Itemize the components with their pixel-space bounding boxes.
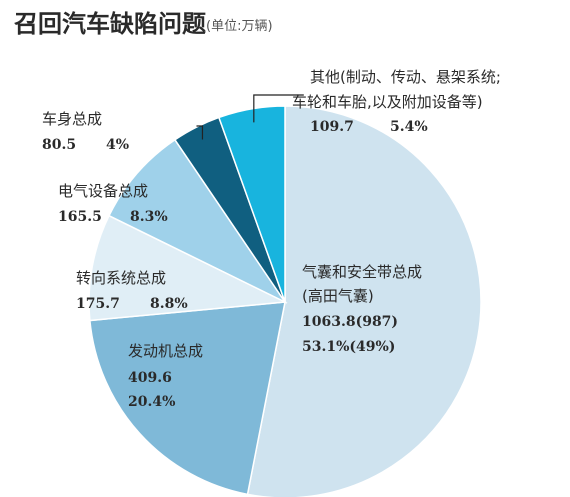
slice-value-other: 109.7: [310, 119, 354, 135]
pie-slice-engine: [89, 301, 286, 496]
slice-value-body: 80.5: [42, 137, 76, 153]
slice-value-steering: 175.7: [76, 296, 120, 312]
slice-label-other: 其他(制动、传动、悬架系统; 车轮和车胎,以及附加设备等) 109.7 5.4%: [292, 68, 501, 135]
slice-label-other-line1: 其他(制动、传动、悬架系统;: [310, 68, 501, 86]
slice-label-airbag: 气囊和安全带总成 (高田气囊) 1063.8(987) 53.1%(49%): [302, 263, 422, 355]
slice-value-electrical: 165.5: [58, 209, 102, 225]
pie-slice-other: [217, 105, 286, 303]
slice-label-engine: 发动机总成 409.6 20.4%: [128, 342, 203, 410]
slice-value-engine: 409.6: [128, 370, 172, 386]
slice-label-airbag-line1: 气囊和安全带总成: [302, 263, 422, 281]
slice-label-electrical-line1: 电气设备总成: [58, 182, 148, 200]
slice-label-electrical: 电气设备总成 165.5 8.3%: [58, 182, 168, 225]
pie-slice-steering: [88, 214, 288, 322]
pie-slice-electrical: [108, 138, 288, 304]
slice-percent-body: 4%: [106, 137, 129, 153]
leader-line-other: [253, 94, 304, 123]
slice-percent-engine: 20.4%: [128, 394, 175, 410]
chart-subtitle-text: (单位:万辆): [206, 19, 273, 34]
pie-slice-airbag: [246, 105, 482, 497]
slice-value-airbag: 1063.8(987): [302, 314, 398, 330]
slice-label-engine-line1: 发动机总成: [128, 342, 203, 360]
leader-lines: [196, 94, 304, 140]
slice-label-steering-line1: 转向系统总成: [76, 269, 166, 287]
chart-title: 召回汽车缺陷问题 (单位:万辆): [13, 10, 273, 38]
leader-line-body: [196, 125, 204, 140]
slice-percent-steering: 8.8%: [150, 296, 188, 312]
slice-percent-other: 5.4%: [390, 119, 428, 135]
pie-slices: [88, 105, 482, 497]
slice-percent-electrical: 8.3%: [130, 209, 168, 225]
slice-label-body-line1: 车身总成: [42, 110, 102, 128]
slice-label-airbag-line2: (高田气囊): [302, 287, 374, 305]
slice-label-steering: 转向系统总成 175.7 8.8%: [76, 269, 188, 312]
chart-title-text: 召回汽车缺陷问题: [13, 10, 206, 38]
slice-percent-airbag: 53.1%(49%): [302, 339, 395, 355]
slice-label-body: 车身总成 80.5 4%: [42, 110, 129, 153]
slice-label-other-line2: 车轮和车胎,以及附加设备等): [292, 93, 483, 111]
